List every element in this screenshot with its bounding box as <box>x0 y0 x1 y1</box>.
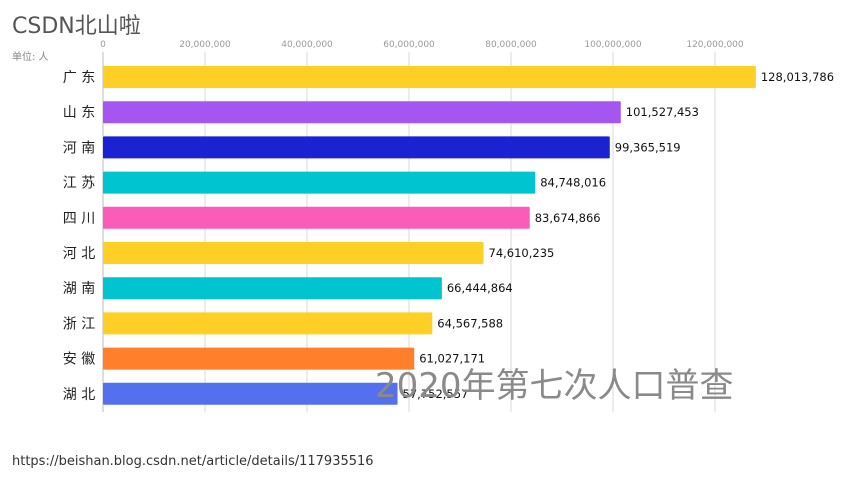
category-label: 河 北 <box>63 246 95 262</box>
bar <box>103 171 536 194</box>
bar <box>103 312 433 335</box>
value-label: 74,610,235 <box>489 246 555 260</box>
bar <box>103 66 756 88</box>
tick-label: 20,000,000 <box>179 40 231 50</box>
value-label: 99,365,519 <box>615 140 681 154</box>
value-label: 83,674,866 <box>535 211 601 225</box>
value-label: 57,752,557 <box>403 387 469 401</box>
tick-label: 80,000,000 <box>485 40 537 50</box>
category-label: 广 东 <box>63 70 95 86</box>
bar <box>103 347 415 370</box>
value-label: 64,567,588 <box>437 316 503 330</box>
value-label: 84,748,016 <box>540 176 606 190</box>
category-label: 四 川 <box>63 211 95 227</box>
category-label: 浙 江 <box>63 316 95 332</box>
value-label: 128,013,786 <box>761 70 834 84</box>
tick-label: 120,000,000 <box>686 40 744 50</box>
bar <box>103 277 442 300</box>
tick-label: 100,000,000 <box>584 40 642 50</box>
chart-title: CSDN北山啦 <box>12 14 141 39</box>
category-label: 安 徽 <box>63 352 95 368</box>
tick-label: 40,000,000 <box>281 40 333 50</box>
category-label: 江 苏 <box>63 176 95 192</box>
category-label: 河 南 <box>63 140 95 156</box>
tick-label: 0 <box>100 40 106 50</box>
value-label: 66,444,864 <box>447 281 513 295</box>
source-url: https://beishan.blog.csdn.net/article/de… <box>12 454 374 469</box>
bar <box>103 206 530 229</box>
bar <box>103 101 621 124</box>
category-label: 湖 北 <box>63 387 95 403</box>
tick-label: 60,000,000 <box>383 40 435 50</box>
census-label: 2020年第七次人口普查 <box>375 366 734 406</box>
bar <box>103 136 610 159</box>
category-label: 山 东 <box>63 105 95 121</box>
bar <box>103 242 484 264</box>
value-label: 101,527,453 <box>626 105 699 119</box>
category-label: 湖 南 <box>63 281 95 297</box>
unit-label: 单位: 人 <box>12 52 49 63</box>
value-label: 61,027,171 <box>419 352 485 366</box>
bar <box>103 382 398 405</box>
